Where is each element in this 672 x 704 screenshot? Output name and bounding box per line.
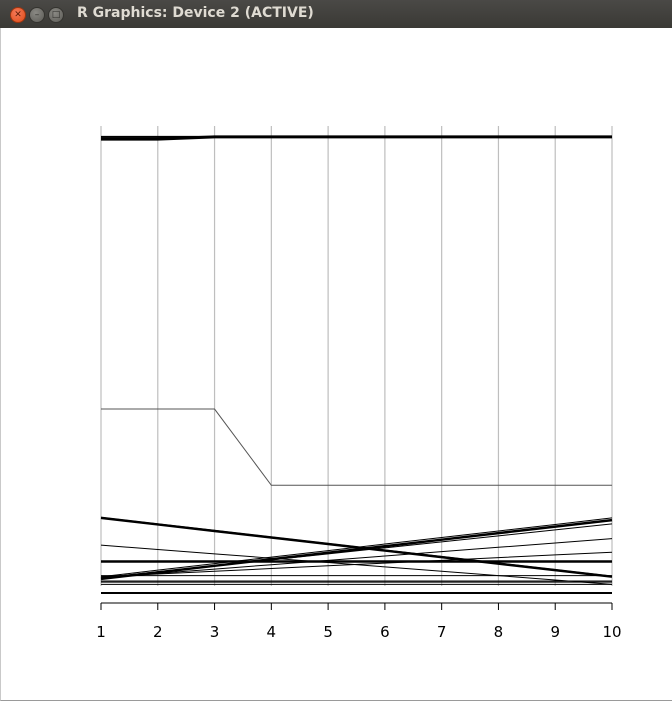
x-tick-label: 8 [494,623,504,641]
window-title: R Graphics: Device 2 (ACTIVE) [77,5,314,21]
series-line-10 [100,538,613,579]
title-bar[interactable]: ✕ – □ R Graphics: Device 2 (ACTIVE) [0,0,672,29]
x-tick-label: 5 [323,623,333,641]
minimize-button[interactable]: – [29,7,45,23]
x-tick-label: 6 [380,623,390,641]
series-line-7 [100,517,613,578]
maximize-button[interactable]: □ [48,7,64,23]
x-tick-label: 1 [96,623,106,641]
x-tick-label: 7 [437,623,447,641]
x-tick-label: 4 [267,623,277,641]
close-button[interactable]: ✕ [10,7,26,23]
graphics-canvas: 1 2 3 4 5 6 7 8 9 10 [0,28,672,701]
x-tick-label: 10 [602,623,621,641]
close-icon: ✕ [14,9,22,20]
x-tick-label: 3 [210,623,220,641]
minimize-icon: – [34,9,40,20]
series-line-5 [100,516,613,577]
x-tick-label: 2 [153,623,163,641]
maximize-icon: □ [51,9,61,20]
series-line-11 [100,551,613,578]
x-axis: 1 2 3 4 5 6 7 8 9 10 [96,602,622,641]
grid-lines [100,126,613,586]
x-tick-label: 9 [550,623,560,641]
series-line-3 [101,408,612,486]
line-chart: 1 2 3 4 5 6 7 8 9 10 [96,126,622,641]
series-line-8 [100,523,613,579]
series-lines [100,135,613,595]
